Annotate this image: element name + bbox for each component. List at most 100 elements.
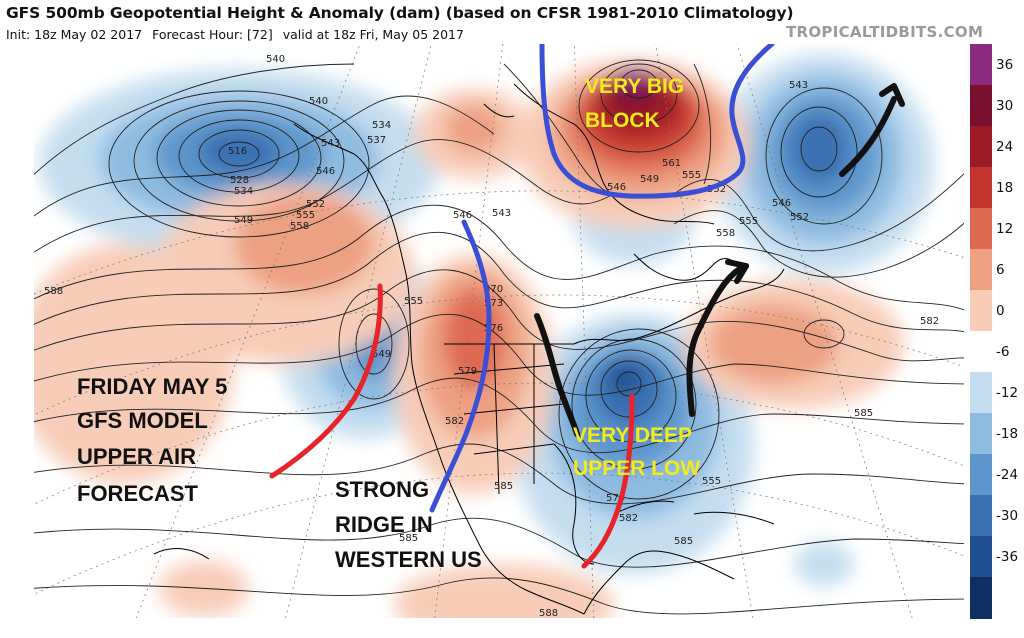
map-subtitle: Init: 18z May 02 2017 Forecast Hour: [72…: [6, 27, 470, 42]
contour-label: 561: [662, 158, 681, 169]
flow-arrow-east: [534, 313, 580, 437]
contour-label: 540: [309, 96, 328, 107]
colorbar-segment: [970, 167, 992, 209]
colorbar-segment: [970, 44, 992, 86]
map-title: GFS 500mb Geopotential Height & Anomaly …: [6, 4, 794, 22]
annotation-line: UPPER AIR: [77, 444, 196, 469]
colorbar-segment: [970, 372, 992, 414]
colorbar-tick: 6: [996, 261, 1005, 278]
map-canvas: 540 540 534 537 543 546 516 528 534 549 …: [34, 44, 964, 618]
colorbar-tick: 36: [996, 56, 1014, 73]
contour-label: 549: [372, 349, 391, 360]
colorbar-tick: -6: [996, 343, 1010, 360]
colorbar-tick: 30: [996, 97, 1014, 114]
colorbar-segment: [970, 536, 992, 578]
contour-label: 552: [707, 184, 726, 195]
annotation-line: WESTERN US: [335, 547, 482, 572]
contour-label: 558: [716, 228, 735, 239]
contour-label: 555: [404, 296, 423, 307]
annotation-line: BLOCK: [585, 109, 660, 132]
contour-label: 576: [484, 323, 503, 334]
colorbar-segment: [970, 208, 992, 250]
flow-arrow-atlantic: [839, 96, 897, 177]
contour-label: 549: [640, 174, 659, 185]
trough-line-pacific: [269, 283, 383, 479]
colorbar-tick: 18: [996, 179, 1014, 196]
weather-map: 540 540 534 537 543 546 516 528 534 549 …: [34, 44, 964, 618]
annotation-line: UPPER LOW: [573, 457, 701, 480]
height-contours: [34, 59, 964, 615]
colorbar-tick: -18: [996, 425, 1019, 442]
annotation-line: GFS MODEL: [77, 408, 208, 433]
contour-label: 579: [606, 493, 625, 504]
contour-label-layer: 540 540 534 537 543 546 516 528 534 549 …: [44, 54, 939, 618]
contour-label: 579: [458, 366, 477, 377]
block-outline: [539, 44, 775, 199]
valid-time: valid at 18z Fri, May 05 2017: [282, 27, 464, 42]
colorbar-segment: [970, 577, 992, 619]
colorbar-segment: [970, 331, 992, 373]
colorbar-segment: [970, 413, 992, 455]
contour-label: 585: [494, 481, 513, 492]
colorbar-tick: 0: [996, 302, 1005, 319]
contour-label: 582: [619, 513, 638, 524]
colorbar-segment: [970, 454, 992, 496]
annotation-line: VERY DEEP: [573, 424, 693, 447]
contour-label: 588: [44, 286, 63, 297]
contour-label: 555: [296, 210, 315, 221]
ridge-line-west: [429, 219, 492, 513]
forecast-hour: Forecast Hour: [72]: [152, 27, 273, 42]
contour-label: 516: [228, 146, 247, 157]
contour-label: 588: [539, 608, 558, 618]
colorbar-segment: [970, 495, 992, 537]
contour-label: 555: [702, 476, 721, 487]
anomaly-colorbar: [970, 44, 992, 619]
annotation-line: STRONG: [335, 477, 430, 502]
brand-watermark: TROPICALTIDBITS.COM: [786, 23, 984, 41]
coastlines: [153, 83, 785, 615]
contour-label: 582: [445, 416, 464, 427]
contour-label: 546: [316, 166, 335, 177]
contour-label: 582: [920, 316, 939, 327]
colorbar-tick: 12: [996, 220, 1014, 237]
colorbar-tick: -30: [996, 507, 1019, 524]
flow-arrow-gulf-east-head: [725, 259, 749, 284]
colorbar-tick: -12: [996, 384, 1019, 401]
contour-label: 570: [484, 284, 503, 295]
flow-arrow-gulf-east: [686, 263, 749, 417]
contour-label: 585: [399, 533, 418, 544]
colorbar-segment: [970, 290, 992, 332]
contour-label: 534: [234, 186, 253, 197]
annotation-line: FRIDAY MAY 5: [77, 374, 228, 399]
annotation-arrows: [269, 44, 905, 569]
contour-label: 549: [234, 215, 253, 226]
colorbar-segment: [970, 249, 992, 291]
contour-label: 537: [367, 135, 386, 146]
init-time: Init: 18z May 02 2017: [6, 27, 143, 42]
colorbar-segment: [970, 126, 992, 168]
contour-label: 528: [230, 175, 249, 186]
colorbar-segment: [970, 85, 992, 127]
contour-label: 552: [306, 199, 325, 210]
contour-label: 558: [290, 221, 309, 232]
contour-label: 534: [372, 120, 391, 131]
contour-label: 585: [674, 536, 693, 547]
contour-label: 546: [607, 182, 626, 193]
contour-label: 555: [682, 170, 701, 181]
contour-label: 546: [772, 198, 791, 209]
contour-label: 540: [266, 54, 285, 65]
contour-label: 555: [739, 216, 758, 227]
annotation-line: VERY BIG: [585, 75, 685, 98]
contour-label: 573: [484, 298, 503, 309]
contour-label: 543: [492, 208, 511, 219]
flow-arrow-atlantic-head: [879, 83, 905, 107]
contour-label: 546: [453, 210, 472, 221]
colorbar-tick: -24: [996, 466, 1019, 483]
contour-label: 585: [854, 408, 873, 419]
annotation-line: RIDGE IN: [335, 512, 433, 537]
contour-label: 543: [321, 138, 340, 149]
trough-line-gulf: [581, 393, 635, 569]
contour-label: 543: [789, 80, 808, 91]
contour-label: 552: [790, 212, 809, 223]
annotation-line: FORECAST: [77, 481, 198, 506]
